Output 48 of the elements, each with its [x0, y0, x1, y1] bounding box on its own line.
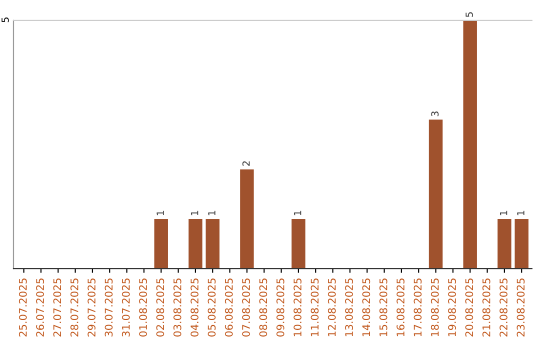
x-tick-label: 30.07.2025: [104, 278, 113, 336]
data-label: 1: [208, 210, 216, 216]
x-tick-label: 25.07.2025: [18, 278, 27, 337]
x-tick-label: 07.08.2025: [242, 278, 250, 337]
x-tick-label: 18.08.2025: [430, 278, 439, 336]
x-tick-label: 05.08.2025: [208, 278, 216, 337]
bar: [154, 218, 168, 269]
bar: [292, 218, 306, 269]
x-tick-label: 26.07.2025: [36, 278, 44, 337]
bar: [188, 218, 202, 269]
data-label: 1: [517, 210, 524, 216]
x-tick-label: 27.07.2025: [53, 278, 62, 337]
data-label: 5: [466, 12, 473, 17]
x-tick-label: 28.07.2025: [70, 278, 78, 337]
bar: [206, 218, 220, 269]
bar: [428, 120, 443, 269]
x-tick-label: 01.08.2025: [139, 278, 147, 337]
x-tick-label: 06.08.2025: [224, 278, 233, 337]
x-tick-label: 08.08.2025: [259, 278, 268, 337]
x-tick-label: 04.08.2025: [190, 278, 198, 337]
x-tick-label: 31.07.2025: [122, 278, 130, 336]
x-tick-label: 10.08.2025: [294, 278, 302, 336]
x-tick-label: 21.08.2025: [482, 278, 490, 337]
data-label: 2: [242, 161, 250, 166]
x-tick-label: 12.08.2025: [328, 278, 336, 336]
x-tick-label: 16.08.2025: [396, 278, 404, 336]
bar: [498, 218, 512, 269]
data-label: 1: [294, 210, 302, 216]
x-tick-label: 14.08.2025: [362, 278, 370, 336]
data-label: 1: [500, 210, 508, 216]
x-tick-label: 22.08.2025: [500, 278, 508, 337]
x-tick-label: 19.08.2025: [448, 278, 456, 336]
x-tick-label: 09.08.2025: [276, 278, 284, 337]
x-tick-label: 23.08.2025: [516, 278, 525, 337]
data-label: 1: [156, 210, 164, 216]
bar: [463, 20, 477, 269]
x-tick-label: 20.08.2025: [465, 278, 474, 337]
x-tick-label: 17.08.2025: [414, 278, 422, 336]
bar: [514, 218, 528, 269]
x-tick-label: 13.08.2025: [345, 278, 353, 336]
x-tick-label: 03.08.2025: [173, 278, 182, 337]
x-tick-label: 29.07.2025: [88, 278, 96, 337]
x-tick-label: 11.08.2025: [310, 278, 319, 336]
x-tick-label: 02.08.2025: [156, 278, 164, 337]
data-label: 3: [431, 111, 439, 116]
data-label: 1: [191, 210, 198, 216]
bar: [240, 169, 254, 269]
x-tick-label: 15.08.2025: [379, 278, 388, 336]
